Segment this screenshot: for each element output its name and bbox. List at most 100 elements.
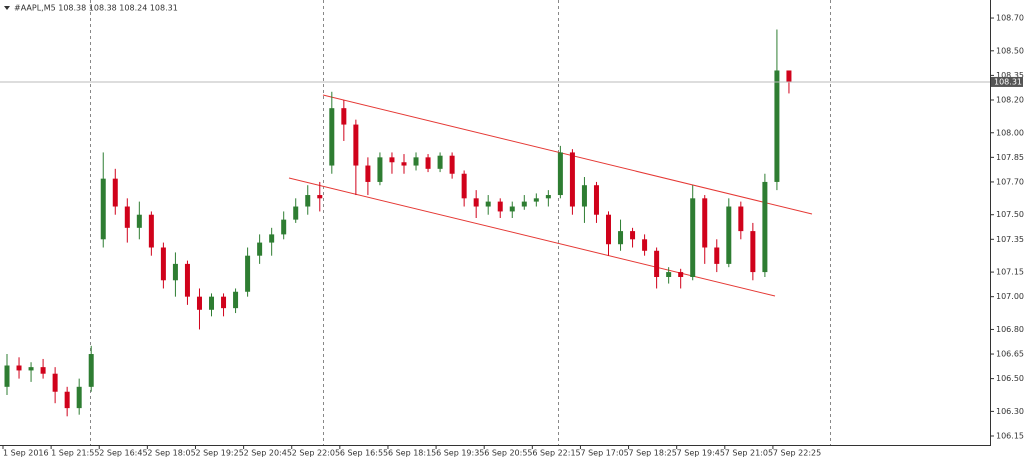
x-tick-label: 7 Sep 19:45 <box>677 449 725 458</box>
chart-title: #AAPL,M5 108.38 108.38 108.24 108.31 <box>14 4 178 13</box>
candle-body <box>702 198 708 248</box>
candle-body <box>209 296 215 310</box>
y-tick-label: 107.85 <box>996 153 1024 162</box>
y-tick-label: 107.00 <box>996 292 1024 301</box>
y-tick-label: 106.15 <box>996 431 1024 440</box>
candle-body <box>293 206 299 220</box>
candle-body <box>413 157 419 166</box>
candle-body <box>762 181 768 273</box>
candle-body <box>100 178 106 240</box>
y-tick-label: 106.50 <box>996 374 1024 383</box>
candle-body <box>16 365 22 371</box>
candle-body <box>654 250 660 277</box>
x-tick-label: 7 Sep 22:25 <box>773 449 821 458</box>
y-tick-label: 108.70 <box>996 14 1024 23</box>
candle-body <box>377 157 383 182</box>
x-tick-label: 1 Sep 21:55 <box>51 449 99 458</box>
candle-body <box>88 354 94 387</box>
candle-body <box>64 391 70 409</box>
x-tick-label: 2 Sep 16:45 <box>99 449 147 458</box>
candle-body <box>678 272 684 277</box>
menu-arrow[interactable] <box>4 6 10 10</box>
candle-body <box>269 234 275 243</box>
x-tick-label: 2 Sep 20:45 <box>244 449 292 458</box>
x-tick-label: 7 Sep 17:05 <box>580 449 628 458</box>
y-tick-label: 107.35 <box>996 235 1024 244</box>
x-tick-label: 2 Sep 19:25 <box>195 449 243 458</box>
candle-body <box>606 214 611 245</box>
candle-body <box>509 206 515 212</box>
candle-body <box>666 272 672 277</box>
candle-body <box>317 195 323 199</box>
candle-body <box>726 206 732 264</box>
candle-body <box>353 124 359 166</box>
candle-body <box>136 214 142 228</box>
candle-body <box>497 201 503 212</box>
candle-body <box>738 206 744 232</box>
candle-body <box>148 214 154 248</box>
candle-body <box>485 201 491 207</box>
candle-body <box>365 165 371 182</box>
y-tick-label: 108.00 <box>996 128 1024 137</box>
y-tick-label: 107.15 <box>996 268 1024 277</box>
y-tick-label: 107.50 <box>996 210 1024 219</box>
x-tick-label: 2 Sep 18:05 <box>147 449 195 458</box>
candle-body <box>630 231 636 240</box>
candle-body <box>196 296 202 310</box>
x-tick-label: 6 Sep 16:55 <box>340 449 388 458</box>
candles <box>4 29 792 417</box>
candle-body <box>245 255 251 292</box>
candle-body <box>581 185 587 207</box>
candle-body <box>545 195 551 199</box>
candle-body <box>521 201 527 207</box>
candle-body <box>593 185 599 215</box>
candle-body <box>233 291 239 309</box>
x-tick-label: 1 Sep 2016 <box>3 449 49 458</box>
x-tick-label: 6 Sep 22:15 <box>532 449 580 458</box>
day-separators <box>90 0 831 445</box>
candle-body <box>569 152 575 207</box>
candle-body <box>329 108 335 166</box>
candle-body <box>473 198 479 207</box>
x-tick-label: 6 Sep 18:15 <box>388 449 436 458</box>
candle-body <box>642 239 648 251</box>
candle-body <box>750 231 756 273</box>
candle-body <box>786 70 792 82</box>
candle-body <box>281 219 287 235</box>
candle-body <box>389 157 395 163</box>
y-tick-label: 108.35 <box>996 71 1024 80</box>
x-tick-label: 6 Sep 19:35 <box>436 449 484 458</box>
candle-body <box>774 70 780 182</box>
candle-body <box>221 296 227 309</box>
candle-body <box>52 373 58 392</box>
x-tick-label: 7 Sep 18:25 <box>629 449 677 458</box>
candle-body <box>172 263 178 281</box>
y-tick-label: 106.30 <box>996 407 1024 416</box>
channel-upper <box>322 94 813 215</box>
y-tick-label: 108.20 <box>996 95 1024 104</box>
candle-body <box>4 365 10 387</box>
candle-body <box>341 108 347 125</box>
candle-body <box>533 198 539 202</box>
candle-body <box>461 173 467 199</box>
candle-body <box>124 206 130 228</box>
y-tick-label: 106.80 <box>996 325 1024 334</box>
candle-body <box>437 155 443 169</box>
y-tick-label: 106.65 <box>996 350 1024 359</box>
candle-body <box>401 162 407 166</box>
candle-body <box>160 247 166 281</box>
candle-body <box>557 152 563 196</box>
candle-body <box>257 242 263 256</box>
candle-body <box>112 178 118 207</box>
y-tick-label: 108.50 <box>996 46 1024 55</box>
candle-body <box>76 386 82 409</box>
candle-body <box>305 195 311 207</box>
candle-body <box>449 155 455 174</box>
candle-body <box>184 263 190 297</box>
price-label: 108.31 <box>994 77 1022 86</box>
x-tick-label: 2 Sep 22:05 <box>292 449 340 458</box>
price-label-box <box>991 76 1023 87</box>
candle-body <box>690 198 696 277</box>
